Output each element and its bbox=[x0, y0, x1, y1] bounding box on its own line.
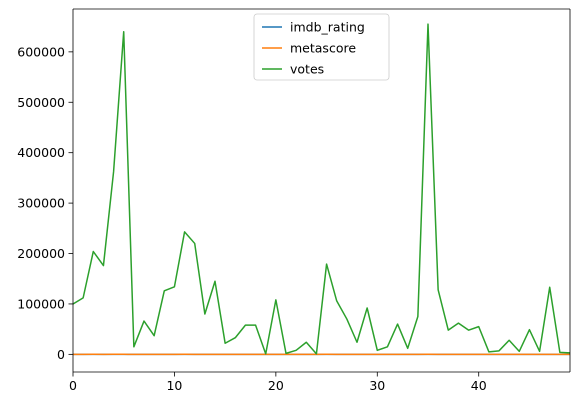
legend-label-imdb-rating: imdb_rating bbox=[290, 20, 365, 35]
y-tick-label: 0 bbox=[57, 347, 65, 362]
series-line-votes bbox=[73, 23, 570, 355]
x-tick-label: 0 bbox=[69, 378, 77, 393]
legend: imdb_rating metascore votes bbox=[253, 13, 390, 81]
x-tick-label: 30 bbox=[369, 378, 385, 393]
legend-box bbox=[253, 13, 390, 81]
x-tick-label: 10 bbox=[166, 378, 182, 393]
x-tick-label: 40 bbox=[471, 378, 487, 393]
series-layer bbox=[73, 23, 570, 356]
y-tick-label: 600000 bbox=[17, 44, 65, 59]
y-tick-label: 400000 bbox=[17, 145, 65, 160]
legend-label-votes: votes bbox=[290, 62, 324, 77]
y-tick-label: 100000 bbox=[17, 296, 65, 311]
y-tick-label: 200000 bbox=[17, 246, 65, 261]
y-tick-label: 500000 bbox=[17, 95, 65, 110]
axes-layer: 0 10 20 30 40 0 100000 200000 300000 400000 500000… bbox=[17, 8, 571, 393]
legend-label-metascore: metascore bbox=[290, 41, 356, 56]
y-tick-label: 300000 bbox=[17, 196, 65, 211]
x-tick-label: 20 bbox=[268, 378, 284, 393]
